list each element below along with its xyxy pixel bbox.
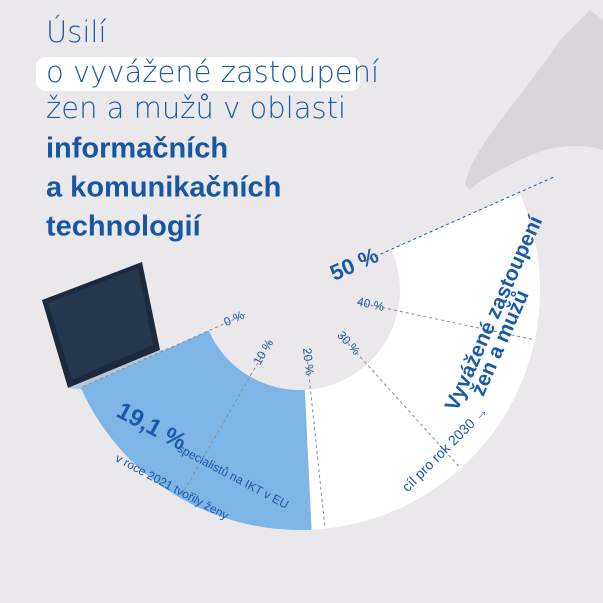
title-line: informačních — [46, 133, 228, 165]
tick-line — [363, 175, 556, 262]
title-line: o vyvážené zastoupení — [46, 55, 379, 89]
title-line: Úsilí — [46, 15, 107, 49]
title-line: a komunikačních — [46, 172, 281, 204]
tick-line — [339, 334, 461, 469]
hand — [465, 10, 603, 190]
track — [304, 192, 540, 530]
title-line: technologií — [46, 211, 202, 243]
tick-label: 10 % — [250, 336, 276, 367]
title-highlight — [36, 57, 360, 91]
tick-label: 20 % — [300, 347, 317, 376]
tick-line — [179, 341, 271, 499]
value-sector — [80, 330, 312, 530]
tick-label: 40 % — [356, 294, 386, 313]
tick-line — [80, 313, 246, 389]
tick-label: 0 % — [222, 308, 247, 329]
tick-line — [358, 301, 535, 341]
tick-line — [305, 349, 326, 529]
tick-label: 50 % — [326, 242, 382, 285]
title-line: žen a mužů v oblasti — [46, 91, 346, 125]
tick-label: 30 % — [334, 328, 363, 358]
